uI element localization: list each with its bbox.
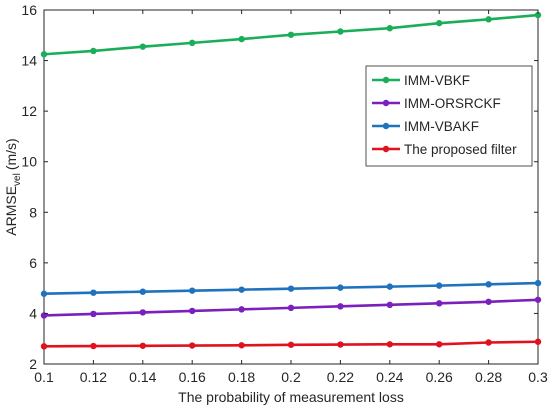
x-tick-label: 0.18	[228, 369, 255, 385]
data-point	[287, 285, 295, 292]
x-tick-label: 0.24	[376, 369, 403, 385]
data-point	[534, 279, 542, 287]
legend-label: The proposed filter	[404, 142, 517, 157]
x-tick-label: 0.22	[327, 369, 354, 385]
data-point	[337, 303, 344, 310]
data-point	[287, 31, 295, 38]
y-tick-label: 14	[21, 53, 37, 69]
data-point	[534, 296, 542, 303]
data-point	[189, 342, 196, 349]
data-point	[485, 298, 492, 305]
legend-marker	[382, 99, 390, 107]
y-tick-label: 2	[29, 356, 37, 372]
data-point	[238, 35, 245, 43]
legend-label: IMM-VBKF	[404, 73, 470, 88]
x-axis-title: The probability of measurement loss	[178, 389, 404, 405]
y-tick-label: 10	[21, 154, 37, 170]
x-tick-label: 0.12	[80, 369, 107, 385]
data-point	[386, 341, 393, 348]
y-axis-title-subscript: vel	[12, 173, 23, 186]
data-point	[139, 309, 146, 316]
data-point	[386, 301, 393, 309]
y-axis-ticks: 2 4 6 8 10 12 14 16	[21, 2, 538, 372]
data-point	[485, 339, 492, 346]
data-point	[238, 286, 245, 293]
data-point	[534, 338, 542, 345]
y-axis-title-main: ARMSE	[3, 186, 19, 236]
data-point	[287, 304, 295, 312]
x-tick-label: 0.28	[475, 369, 502, 385]
x-axis-ticks: 0.1 0.12 0.14 0.16 0.18 0.2 0.22 0.24 0.26 0.28 0.…	[34, 10, 548, 385]
y-tick-label: 12	[21, 103, 37, 119]
data-point	[337, 341, 344, 348]
data-point	[189, 307, 196, 315]
data-point	[386, 25, 393, 32]
data-point	[139, 342, 146, 349]
x-tick-label: 0.26	[426, 369, 453, 385]
y-tick-label: 8	[29, 204, 37, 220]
y-tick-label: 6	[29, 255, 37, 271]
data-point	[436, 19, 443, 27]
data-point	[485, 16, 492, 23]
x-tick-label: 0.1	[34, 369, 54, 385]
legend-marker	[382, 145, 390, 153]
x-tick-label: 0.3	[528, 369, 548, 385]
data-point	[436, 300, 443, 307]
data-point	[40, 51, 48, 58]
series-layer	[40, 11, 542, 350]
y-axis-title-unit: (m/s)	[3, 138, 19, 170]
data-point	[40, 290, 48, 297]
x-tick-label: 0.14	[129, 369, 156, 385]
data-point	[40, 343, 48, 350]
x-tick-label: 0.2	[281, 369, 301, 385]
y-tick-label: 4	[29, 305, 37, 321]
data-point	[90, 289, 97, 296]
data-point	[139, 43, 146, 50]
data-point	[287, 341, 295, 348]
y-axis-title: ARMSEvel (m/s)	[3, 138, 23, 235]
data-point	[139, 288, 146, 295]
legend-label: IMM-ORSRCKF	[404, 96, 501, 111]
data-point	[534, 11, 542, 19]
data-point	[386, 283, 393, 290]
legend-label: IMM-VBAKF	[404, 119, 479, 134]
data-point	[436, 341, 443, 348]
data-point	[189, 287, 196, 294]
data-point	[436, 282, 443, 289]
data-point	[337, 28, 344, 35]
data-point	[485, 281, 492, 288]
y-tick-label: 16	[21, 2, 37, 18]
data-point	[90, 310, 97, 318]
data-point	[238, 306, 245, 313]
legend-marker	[382, 122, 390, 130]
data-point	[90, 47, 97, 55]
legend-marker	[382, 76, 390, 84]
x-tick-label: 0.16	[179, 369, 206, 385]
legend: IMM-VBKF IMM-ORSRCKF IMM-VBAKF The proposed…	[365, 65, 533, 167]
data-point	[189, 39, 196, 47]
data-point	[238, 342, 245, 349]
data-point	[90, 342, 97, 350]
data-point	[337, 284, 344, 291]
